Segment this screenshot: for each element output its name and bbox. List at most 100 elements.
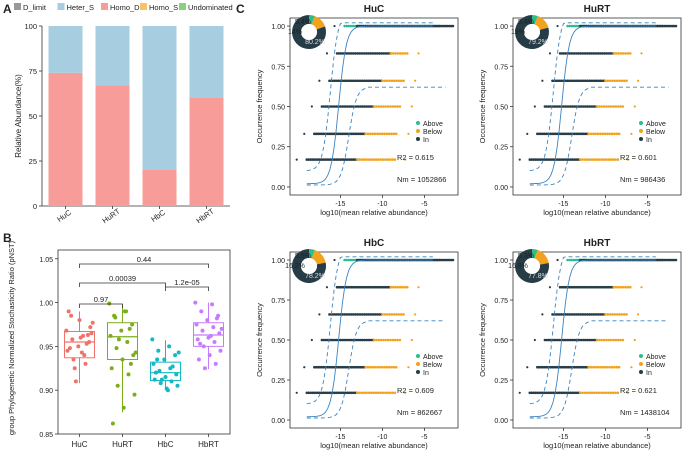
point-in [584,285,588,289]
point-in [580,285,584,289]
point-below [391,338,395,342]
point-in [316,391,320,395]
point-below [381,79,384,83]
point-below [373,365,377,369]
point-in [558,313,562,316]
point-in [309,158,312,161]
point-in [361,313,365,316]
point-below [370,158,373,161]
point-below [583,158,587,161]
point-in [550,365,554,369]
nm-value-HuC: Nm = 1052866 [397,175,446,184]
donut-slice-Below [534,249,549,265]
point-below [583,391,587,395]
point-below [578,158,582,161]
point-in [348,391,351,395]
point-below [615,79,619,83]
donut-label-above: 5.3% [518,253,534,260]
point-below [602,391,606,395]
y-tick-label-c: 0.25 [271,145,285,152]
point-below [608,365,612,369]
point-in [368,105,372,108]
y-tick-label-b: 0.90 [39,388,53,395]
data-point-HbC [176,350,181,355]
point-in [556,391,559,395]
point-in [355,365,359,369]
point-in [355,79,359,83]
point-in [552,132,556,136]
point-below [608,132,612,136]
data-point-HbRT [217,331,222,336]
data-point-HbC [175,383,180,388]
point-in [374,313,377,316]
point-in [565,391,569,395]
point-in [365,52,368,55]
legend-label-c-Above: Above [423,354,443,361]
point-in [674,258,678,262]
point-in [567,79,571,83]
y-tick-label-b: 1.00 [39,301,53,308]
panel-label-a: A [3,2,12,16]
point-below [380,132,384,136]
point-in [573,365,576,369]
point-below [614,338,618,342]
point-in [344,132,348,136]
point-below [417,52,420,55]
point-above [572,258,576,262]
point-in [543,338,547,342]
point-in [342,132,346,136]
comparison-bracket [165,286,209,291]
data-point-HuRT [116,337,121,342]
point-in [536,365,539,369]
point-below [386,391,390,395]
point-in [368,338,372,342]
x-tick-label-c: -5 [644,201,650,208]
point-below [637,79,640,82]
point-in [604,285,608,289]
point-in [535,391,539,395]
point-in [565,365,569,369]
point-in [571,79,575,83]
legend-dot-Above [416,354,420,358]
point-in [339,285,343,289]
point-in [322,391,325,395]
point-in [348,338,351,342]
point-in [569,158,572,161]
point-in [341,52,344,55]
point-above [574,24,578,28]
point-in [558,52,562,55]
point-below [360,391,364,395]
point-below [606,365,609,369]
point-in [335,285,339,289]
point-in [556,158,559,161]
point-below [377,391,380,395]
point-in [335,105,339,108]
data-point-HuC [77,318,82,323]
point-in [601,285,604,289]
point-in [569,391,572,395]
point-in [548,365,552,369]
point-in [562,285,566,289]
point-in [366,79,370,83]
point-in [361,105,364,108]
point-below [598,105,601,108]
upper-confidence-curve [306,256,433,405]
point-below [608,79,612,83]
panel-title-HuC: HuC [364,4,385,15]
point-in [552,158,556,161]
point-in [364,105,368,108]
point-in [582,132,585,136]
point-in [587,338,591,342]
point-in [545,338,549,342]
point-in [601,79,604,83]
point-in [295,158,298,161]
point-below [612,52,616,55]
point-in [320,391,323,395]
data-point-HuC [85,332,90,337]
point-in [580,79,584,83]
point-in [588,313,591,316]
point-in [335,391,338,395]
point-in [571,52,575,55]
data-point-HbC [173,353,178,358]
point-in [322,158,325,161]
